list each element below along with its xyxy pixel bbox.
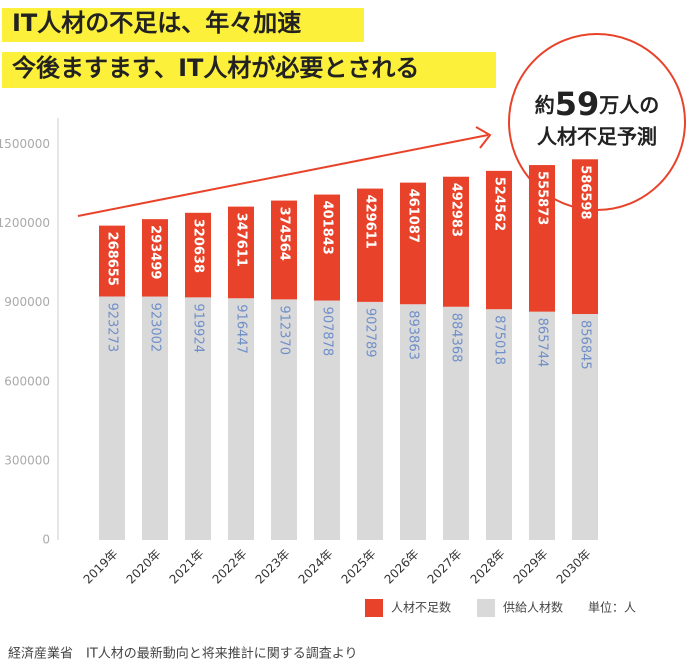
bar — [271, 200, 297, 300]
x-tick-label: 2030年 — [554, 547, 594, 587]
source: 経済産業省 IT人材の最新動向と将来推計に関する調査より — [8, 646, 358, 662]
legend-swatch — [477, 599, 495, 617]
x-tick-label: 2027年 — [425, 547, 465, 587]
x-tick-label: 2023年 — [253, 547, 293, 587]
bar — [357, 188, 383, 302]
x-tick-label: 2022年 — [210, 547, 250, 587]
value-label: 374564 — [277, 207, 292, 261]
bar — [357, 301, 383, 540]
y-tick-label: 900000 — [4, 295, 50, 309]
value-label: 865744 — [535, 318, 550, 368]
x-tick-label: 2029年 — [511, 547, 551, 587]
value-label: 919924 — [191, 303, 206, 353]
x-tick-label: 2028年 — [468, 547, 508, 587]
bar — [314, 194, 340, 301]
unit-label: 単位：人 — [588, 600, 636, 615]
value-label: 555873 — [535, 171, 550, 225]
bar — [529, 165, 555, 312]
value-label: 586598 — [578, 165, 593, 219]
y-tick-label: 1500000 — [0, 137, 50, 151]
value-label: 429611 — [363, 195, 378, 249]
title-highlight — [2, 8, 364, 42]
bar — [572, 159, 598, 315]
annotation-text: 万人の — [598, 93, 659, 117]
value-label: 875018 — [492, 315, 507, 365]
bar — [486, 309, 512, 540]
x-tick-label: 2019年 — [81, 547, 121, 587]
bar — [228, 298, 254, 540]
value-label: 320638 — [191, 219, 206, 273]
value-label: 923273 — [105, 302, 120, 352]
legend-label: 人材不足数 — [391, 600, 451, 615]
bar — [99, 225, 125, 297]
x-tick-label: 2025年 — [339, 547, 379, 587]
value-label: 461087 — [406, 189, 421, 243]
value-label: 923002 — [148, 303, 163, 353]
annotation-text: 人材不足予測 — [537, 125, 657, 149]
bar — [529, 311, 555, 540]
value-label: 492983 — [449, 183, 464, 237]
legend-swatch — [365, 599, 383, 617]
bar — [572, 314, 598, 540]
value-label: 856845 — [578, 320, 593, 370]
arrow-head — [475, 126, 492, 149]
value-label: 893863 — [406, 310, 421, 360]
value-label: 347611 — [234, 213, 249, 267]
bar — [314, 300, 340, 540]
x-tick-label: 2020年 — [124, 547, 164, 587]
bar — [271, 299, 297, 540]
value-label: 884368 — [449, 313, 464, 363]
value-label: 916447 — [234, 304, 249, 354]
bar — [486, 170, 512, 310]
value-label: 902789 — [363, 308, 378, 358]
value-label: 524562 — [492, 177, 507, 231]
bar — [142, 296, 168, 540]
bar — [400, 304, 426, 540]
bar — [99, 296, 125, 540]
annotation: 約59万人の — [535, 85, 660, 123]
x-tick-label: 2024年 — [296, 547, 336, 587]
bar — [443, 306, 469, 540]
value-label: 293499 — [148, 225, 163, 279]
value-label: 907878 — [320, 307, 335, 357]
chart-title: IT人材の不足は、年々加速 — [12, 9, 301, 37]
trend-arrow — [77, 134, 489, 217]
bar — [142, 219, 168, 297]
bar — [185, 297, 211, 540]
legend-label: 供給人材数 — [503, 600, 563, 615]
chart-title: 今後ますます、IT人材が必要とされる — [12, 54, 419, 82]
annotation-number: 59 — [555, 85, 600, 123]
y-tick-label: 0 — [42, 533, 50, 547]
bar — [228, 206, 254, 299]
value-label: 912370 — [277, 305, 292, 355]
value-label: 401843 — [320, 201, 335, 255]
bar — [400, 182, 426, 305]
y-tick-label: 300000 — [4, 453, 50, 467]
y-tick-label: 600000 — [4, 374, 50, 388]
bar — [443, 176, 469, 307]
bar — [185, 212, 211, 298]
y-tick-label: 1200000 — [0, 216, 50, 230]
title-highlight — [2, 52, 496, 88]
value-label: 268655 — [105, 232, 120, 286]
x-tick-label: 2021年 — [167, 547, 207, 587]
annotation-text: 約 — [535, 93, 555, 117]
x-tick-label: 2026年 — [382, 547, 422, 587]
